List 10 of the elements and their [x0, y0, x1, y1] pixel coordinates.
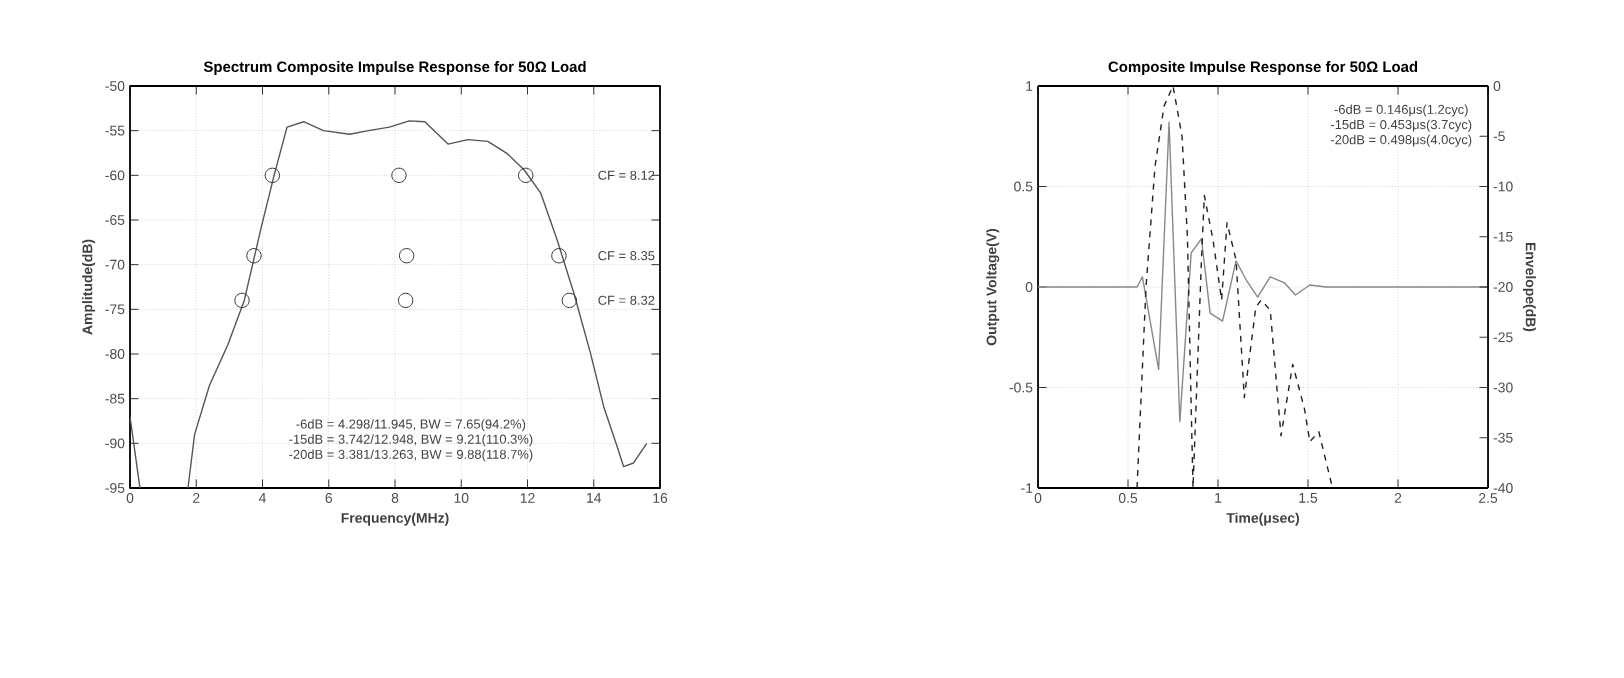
- point: [398, 248, 415, 264]
- point: [518, 167, 534, 184]
- point: [234, 292, 250, 309]
- point: [397, 292, 414, 309]
- point: [391, 167, 407, 184]
- point: [246, 248, 262, 264]
- point: [561, 292, 578, 309]
- point: [551, 248, 567, 264]
- line-series: [1136, 86, 1334, 488]
- point: [264, 167, 281, 184]
